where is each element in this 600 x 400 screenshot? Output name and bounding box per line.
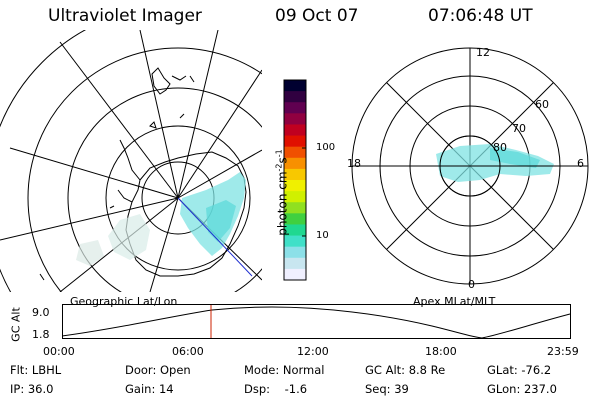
island-outlines [39,113,185,281]
colorbar-segment [284,91,306,103]
aurora-emission [76,172,246,266]
colorbar-segment [284,168,306,181]
timeline-xtick-2359: 23:59 [547,345,579,358]
status-mode: Mode: Normal [244,363,325,377]
colorbar-segment [284,102,306,114]
mlt-label-0: 0 [468,278,475,291]
status-glon: GLon: 237.0 [487,382,557,396]
colorbar-segment [284,113,306,125]
status-door: Door: Open [125,363,191,377]
colorbar-label-s: s [275,157,290,164]
status-gc-alt: GC Alt: 8.8 Re [365,363,446,377]
intensity-colorbar [283,79,307,281]
instrument-title: Ultraviolet Imager [48,6,202,26]
status-gain: Gain: 14 [125,382,174,396]
colorbar-segment [284,135,306,148]
timeline-ytick-high: 9.0 [32,306,50,319]
colorbar-segments [284,80,306,281]
colorbar-label-exp2: -1 [274,149,284,158]
colorbar-tick-100: 100 [316,142,336,153]
latitude-circles [0,30,262,292]
timeline-xtick-1200: 12:00 [297,345,329,358]
colorbar-segment [284,80,306,92]
colorbar-segment [284,124,306,137]
altitude-timeline [62,304,571,339]
mlt-label-6: 6 [577,157,584,170]
colorbar-segment [284,257,306,270]
status-seq: Seq: 39 [365,382,409,396]
mlt-label-18: 18 [347,157,361,170]
aurora-oval [436,144,554,182]
timeline-xtick-0000: 00:00 [43,345,75,358]
mlat-label-70: 70 [512,122,526,135]
status-filter: Flt: LBHL [10,363,62,377]
mlt-label-12: 12 [476,46,490,59]
colorbar-segment [284,213,306,225]
timeline-ytick-low: 1.8 [32,328,50,341]
status-glat: GLat: -76.2 [487,363,552,377]
colorbar-segment [284,224,306,237]
south-america-coastline [151,67,195,95]
mlat-label-80: 80 [493,141,507,154]
colorbar-label-exp1: -2 [274,163,284,172]
timeline-axis-label: GC Alt [9,307,23,342]
status-dsp: Dsp: -1.6 [244,382,308,396]
observation-date: 09 Oct 07 [275,6,359,26]
colorbar-segment [284,191,306,203]
colorbar-segment [284,246,306,259]
colorbar-segment [284,157,306,170]
colorbar-segment [284,235,306,248]
sun-direction-line [177,197,253,277]
colorbar-label-unit: photon cm [275,171,290,236]
colorbar-tick-10: 10 [316,230,329,241]
colorbar-segment [284,146,306,159]
colorbar-segment [284,180,306,192]
magnetic-map [351,47,589,285]
geographic-map [0,30,262,292]
aurora-oval-bright [490,148,540,168]
colorbar-segment [284,202,306,214]
altitude-curve [62,306,571,339]
status-ip: IP: 36.0 [10,382,54,396]
timeline-xtick-0600: 06:00 [172,345,204,358]
timeline-xtick-1800: 18:00 [425,345,457,358]
colorbar-label: photon cm-2s-1 [275,123,290,263]
mlat-label-60: 60 [535,98,549,111]
observation-time: 07:06:48 UT [428,6,533,26]
colorbar-segment [284,268,306,281]
peninsula-coastline [117,139,141,203]
